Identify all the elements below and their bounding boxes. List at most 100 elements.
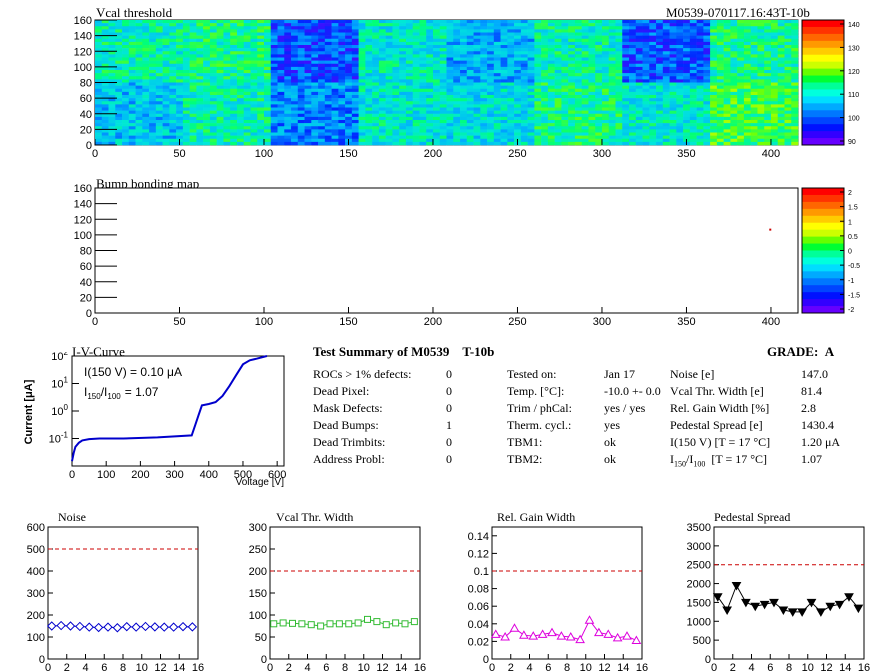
vcal-cell <box>662 85 670 90</box>
vcal-cell <box>466 79 474 83</box>
vcal-cell <box>135 85 143 90</box>
vcal-cell <box>649 91 657 96</box>
vcal-cell <box>595 48 603 52</box>
vcal-cell <box>426 23 434 27</box>
vcal-cell <box>412 138 420 143</box>
vcal-cell <box>304 141 312 146</box>
vcal-cell <box>608 113 616 118</box>
vcal-cell <box>770 110 779 115</box>
vcal-cell <box>737 132 745 136</box>
vcal-cell <box>149 95 157 99</box>
vcal-cell <box>345 88 353 93</box>
vcal-cell <box>345 79 353 83</box>
vcal-cell <box>176 116 184 121</box>
vcal-cell <box>487 20 495 24</box>
vcal-cell <box>581 45 589 49</box>
vcal-cell <box>683 48 691 52</box>
vcal-cell <box>500 54 508 58</box>
vcal-cell <box>662 29 670 33</box>
vcal-cell <box>750 123 758 127</box>
iv-xlabel: Voltage [V] <box>236 477 285 488</box>
vcal-cell <box>128 54 136 58</box>
vcal-cell <box>608 35 616 40</box>
vcal-cell <box>656 51 664 55</box>
vcal-cell <box>696 135 704 140</box>
vcal-cell <box>135 82 143 86</box>
vcal-cell <box>723 91 731 96</box>
vcal-cell <box>358 116 366 121</box>
vcal-cell <box>730 29 738 33</box>
vcal-cell <box>716 95 724 99</box>
vcal-cell <box>439 60 447 65</box>
palette-tick-label: -1 <box>848 278 854 285</box>
vcal-cell <box>122 95 130 99</box>
vcal-cell <box>629 113 637 118</box>
vcal-cell <box>635 38 643 43</box>
vcal-cell <box>642 88 650 93</box>
vcal-cell <box>155 95 163 99</box>
vcal-cell <box>162 54 170 58</box>
vcal-cell <box>784 73 792 77</box>
vcal-cell <box>128 26 136 30</box>
vcal-cell <box>764 132 772 136</box>
vcal-cell <box>716 70 724 74</box>
vcal-cell <box>466 101 474 105</box>
vcal-cell <box>629 120 637 124</box>
vcal-cell <box>284 79 292 83</box>
vcal-cell <box>514 98 522 102</box>
iv-x-tick-label: 0 <box>69 469 75 481</box>
vcal-cell <box>101 101 109 105</box>
vcal-cell <box>743 20 751 24</box>
vcal-cell <box>439 63 447 68</box>
vcal-cell <box>399 54 407 58</box>
vcal-cell <box>412 23 420 27</box>
vcal-cell <box>669 107 677 111</box>
vcal-cell <box>473 132 481 136</box>
vcal-cell <box>608 51 616 55</box>
vcal-cell <box>203 107 211 111</box>
vcal-cell <box>128 95 136 99</box>
vcal-cell <box>155 57 163 61</box>
vcal-cell <box>784 54 792 58</box>
vcal-cell <box>696 138 704 143</box>
vcal-cell <box>250 113 258 118</box>
vcal-cell <box>189 101 197 105</box>
vcal-cell <box>182 88 190 93</box>
vcal-cell <box>568 95 576 99</box>
vcal-cell <box>122 120 130 124</box>
vcal-cell <box>189 73 197 77</box>
vcal-cell <box>101 41 109 46</box>
vcal-cell <box>338 85 346 90</box>
vcal-cell <box>182 60 190 65</box>
vcal-cell <box>615 63 623 68</box>
vcal-cell <box>770 70 779 74</box>
vcal-cell <box>615 51 623 55</box>
vcal-cell <box>737 60 745 65</box>
vcal-cell <box>277 79 285 83</box>
vcal-cell <box>777 76 785 80</box>
vcal-cell <box>189 26 197 30</box>
vcal-cell <box>277 35 285 40</box>
vcal-cell <box>331 104 339 108</box>
vcal-cell <box>358 35 366 40</box>
vcal-cell <box>432 104 441 108</box>
vcal-cell <box>777 123 785 127</box>
vcal-cell <box>351 66 359 71</box>
vcal-cell <box>176 32 184 36</box>
vcal-cell <box>689 20 697 24</box>
vcal-cell <box>243 79 251 83</box>
vcal-cell <box>149 76 157 80</box>
vcal-cell <box>737 101 745 105</box>
vcal-cell <box>412 123 420 127</box>
vcal-cell <box>351 107 359 111</box>
vcal-cell <box>291 70 299 74</box>
vcal-cell <box>378 110 386 115</box>
vcal-cell <box>399 35 407 40</box>
vcal-cell <box>460 79 468 83</box>
vcal-cell <box>142 76 150 80</box>
vcal-cell <box>656 82 664 86</box>
vcal-cell <box>405 63 414 68</box>
vcal-cell <box>351 35 359 40</box>
vcal-cell <box>419 73 427 77</box>
vcal-cell <box>169 76 177 80</box>
